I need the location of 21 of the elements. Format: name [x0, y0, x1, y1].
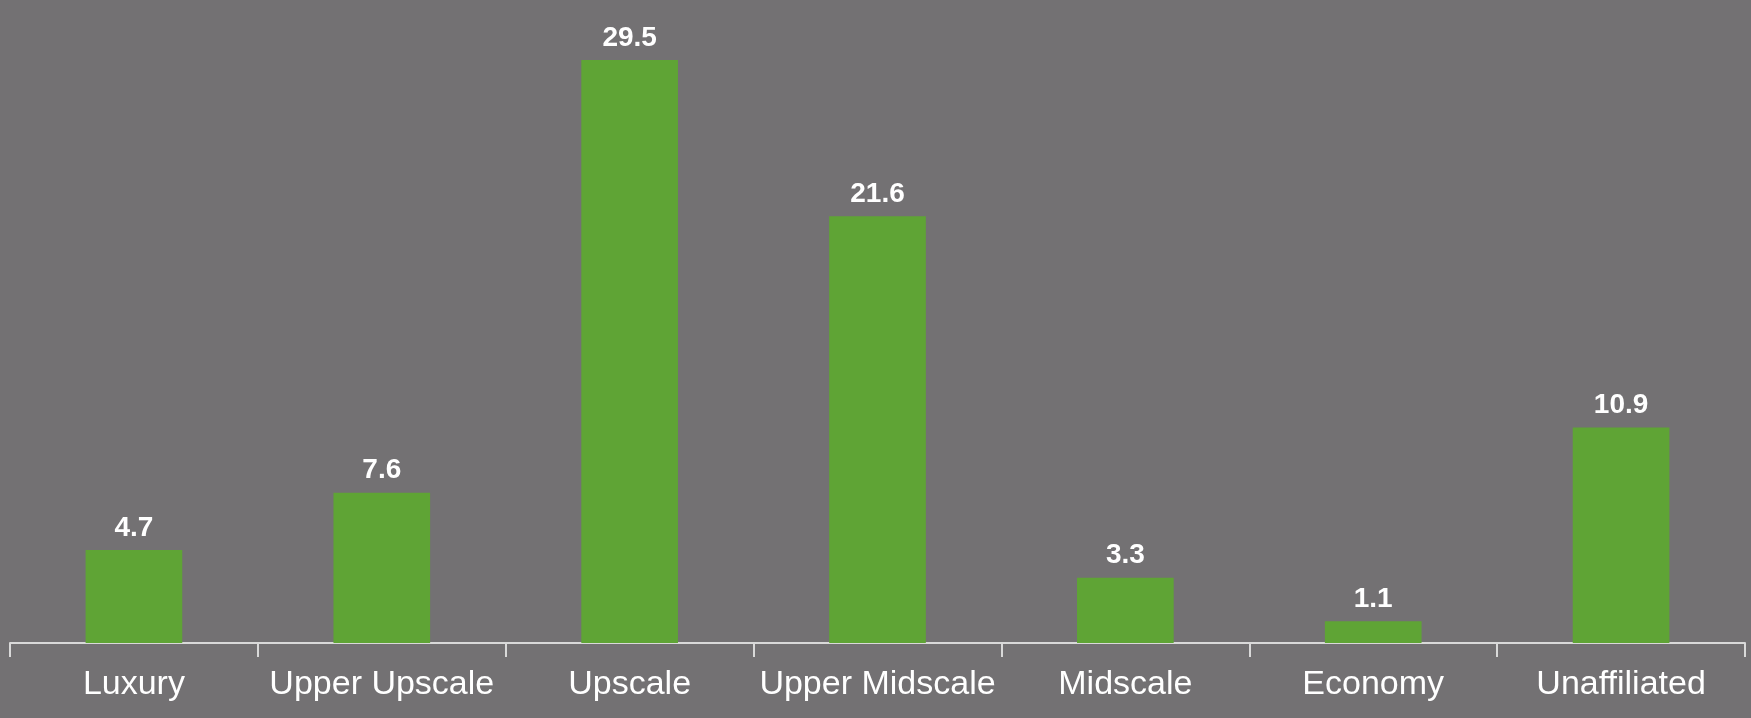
bar: [581, 60, 678, 643]
x-tick-label: Midscale: [1058, 663, 1193, 701]
bar: [829, 216, 926, 643]
data-label: 10.9: [1593, 388, 1649, 420]
data-label: 4.7: [114, 510, 154, 542]
bar: [1324, 621, 1422, 643]
data-label: 29.5: [602, 20, 657, 52]
x-tick-label: Upscale: [568, 663, 692, 701]
data-label: 1.1: [1353, 581, 1393, 613]
data-label: 7.6: [362, 453, 402, 485]
x-tick-label: Upper Upscale: [269, 663, 495, 701]
x-tick-label: Luxury: [82, 663, 185, 701]
bar: [1572, 427, 1670, 643]
bar: [1077, 577, 1174, 643]
x-tick-label: Economy: [1302, 663, 1445, 701]
bar: [333, 492, 431, 643]
bar: [85, 550, 183, 643]
data-label: 3.3: [1105, 538, 1145, 570]
data-label: 21.6: [850, 176, 905, 208]
x-tick-label: Unaffiliated: [1536, 663, 1706, 701]
x-tick-label: Upper Midscale: [759, 663, 996, 701]
